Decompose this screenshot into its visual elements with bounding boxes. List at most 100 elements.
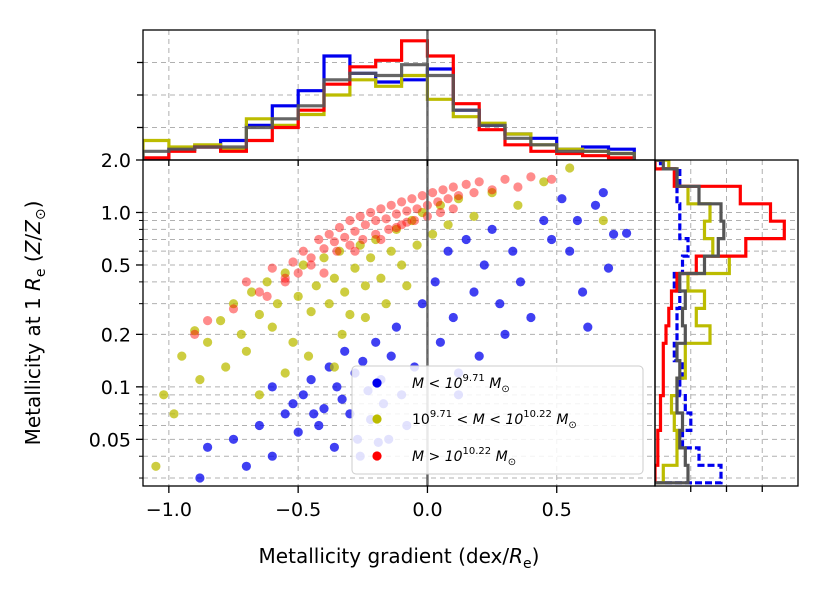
scatter-point-high_mass (267, 263, 277, 273)
scatter-point-high_mass (402, 206, 412, 216)
legend-marker-mid_mass (372, 414, 382, 424)
scatter-point-mid_mass (236, 329, 246, 339)
scatter-point-mid_mass (407, 215, 417, 226)
scatter-point-high_mass (547, 174, 557, 184)
scatter-point-high_mass (391, 209, 401, 219)
scatter-point-high_mass (409, 215, 420, 226)
scatter-point-low_mass (195, 473, 205, 483)
scatter-point-low_mass (583, 322, 593, 332)
scatter-point-low_mass (508, 246, 518, 256)
scatter-point-mid_mass (391, 224, 401, 234)
scatter-point-low_mass (298, 390, 308, 400)
scatter-point-low_mass (371, 337, 381, 347)
scatter-point-mid_mass (539, 177, 549, 187)
scatter-point-mid_mass (371, 234, 381, 245)
scatter-point-mid_mass (254, 309, 264, 320)
scatter-point-high_mass (500, 174, 510, 184)
legend-text-part: 10.22 (523, 409, 552, 420)
scatter-point-low_mass (572, 215, 583, 226)
x-axis-label: Metallicity gradient (dex/Re) (259, 544, 540, 572)
scatter-point-low_mass (337, 394, 347, 404)
scatter-point-low_mass (267, 382, 277, 392)
scatter-point-high_mass (254, 287, 264, 297)
scatter-point-mid_mass (203, 337, 213, 347)
legend-text-part: M > 10 (412, 449, 463, 465)
scatter-point-low_mass (241, 461, 251, 471)
legend-label-mid_mass: 109.71 < M < 1010.22 M⊙ (412, 409, 577, 431)
scatter-point-high_mass (469, 188, 479, 198)
x-tick-label: 0.0 (412, 499, 442, 521)
right-histogram (655, 160, 786, 485)
scatter-point-mid_mass (241, 346, 251, 356)
scatter-point-high_mass (412, 204, 422, 214)
scatter-point-mid_mass (355, 240, 365, 250)
scatter-point-mid_mass (443, 220, 453, 230)
scatter-point-low_mass (622, 228, 632, 238)
scatter-point-high_mass (262, 291, 272, 301)
scatter-point-high_mass (435, 207, 445, 218)
scatter-point-mid_mass (298, 260, 308, 270)
scatter-point-low_mass (391, 322, 401, 332)
scatter-point-low_mass (280, 409, 290, 419)
scatter-point-mid_mass (280, 368, 290, 378)
scatter-point-low_mass (487, 224, 497, 234)
y-tick-label: 0.2 (101, 324, 131, 346)
scatter-point-high_mass (228, 304, 239, 314)
scatter-point-high_mass (371, 229, 381, 239)
scatter-point-low_mass (448, 312, 458, 323)
scatter-point-high_mass (345, 215, 355, 226)
right-hist-all (655, 160, 726, 485)
scatter-point-low_mass (288, 399, 298, 409)
scatter-point-high_mass (513, 182, 523, 192)
scatter-point-low_mass (430, 277, 440, 287)
scatter-point-high_mass (371, 215, 381, 226)
top-hist-all (143, 63, 636, 160)
scatter-point-high_mass (474, 177, 484, 187)
scatter-point-low_mass (314, 420, 324, 431)
scatter-point-mid_mass (487, 188, 497, 198)
right-hist-high_mass (655, 160, 786, 483)
scatter-point-high_mass (288, 257, 298, 267)
scatter-point-mid_mass (412, 240, 422, 250)
scatter-point-high_mass (314, 234, 324, 245)
legend-text-part: ⊙ (508, 457, 516, 468)
scatter-point-low_mass (590, 200, 601, 210)
scatter-point-mid_mass (402, 281, 412, 291)
scatter-point-mid_mass (376, 273, 386, 283)
scatter-point-mid_mass (366, 253, 376, 263)
scatter-point-mid_mass (159, 390, 169, 400)
scatter-point-mid_mass (350, 263, 360, 273)
scatter-point-mid_mass (337, 329, 347, 339)
scatter-point-mid_mass (340, 287, 350, 297)
scatter-point-high_mass (397, 197, 407, 207)
scatter-point-mid_mass (381, 299, 391, 309)
scatter-point-low_mass (609, 229, 619, 239)
scatter-point-mid_mass (360, 281, 370, 291)
legend-text-part: ⊙ (501, 384, 509, 395)
scatter-point-low_mass (417, 299, 427, 309)
legend-marker-low_mass (372, 378, 382, 388)
scatter-point-low_mass (293, 427, 303, 437)
scatter-point-mid_mass (397, 260, 407, 270)
scatter-point-high_mass (526, 172, 536, 182)
scatter-point-low_mass (547, 234, 557, 245)
scatter-point-high_mass (319, 268, 329, 278)
scatter-point-mid_mass (435, 200, 445, 210)
scatter-point-high_mass (306, 260, 316, 270)
y-tick-label: 1.0 (101, 202, 131, 224)
legend-text-part: 9.71 (463, 373, 485, 384)
scatter-point-mid_mass (247, 287, 257, 297)
scatter-point-low_mass (603, 263, 614, 273)
scatter-point-mid_mass (329, 273, 339, 283)
scatter-point-mid_mass (272, 299, 283, 309)
scatter-point-low_mass (578, 287, 588, 297)
scatter-point-mid_mass (329, 362, 339, 372)
scatter-point-mid_mass (267, 322, 277, 332)
scatter-point-high_mass (203, 316, 213, 326)
right-hist-mid_mass (655, 160, 731, 485)
y-tick-label: 0.05 (89, 429, 131, 451)
scatter-point-high_mass (306, 253, 316, 263)
scatter-point-low_mass (306, 375, 316, 385)
x-tick-label: −1.0 (146, 499, 192, 521)
scatter-point-mid_mass (293, 291, 303, 301)
